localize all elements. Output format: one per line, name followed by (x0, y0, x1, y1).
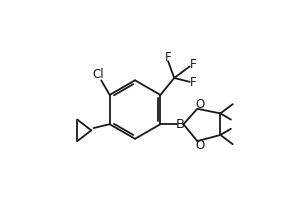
Text: O: O (195, 98, 204, 111)
Text: O: O (195, 139, 204, 152)
Text: F: F (190, 58, 197, 72)
Text: F: F (190, 76, 197, 89)
Text: Cl: Cl (92, 68, 104, 81)
Text: F: F (165, 51, 171, 64)
Text: B: B (176, 118, 185, 131)
